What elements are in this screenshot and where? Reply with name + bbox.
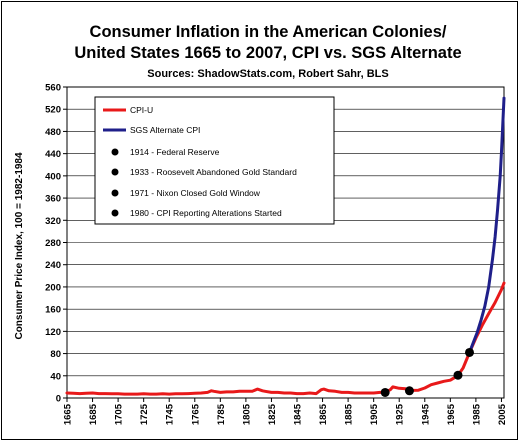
x-tick-label: 2005 [497,403,508,425]
x-tick-label: 1805 [241,403,252,425]
legend-label-1980: 1980 - CPI Reporting Alterations Started [130,208,282,218]
series-layer [65,96,506,396]
x-tick-label: 1905 [369,403,380,425]
y-tick-label: 440 [45,149,61,160]
event-marker-1914 [380,387,390,397]
y-tick-label: 320 [45,216,61,227]
x-tick-label: 1865 [318,403,329,425]
x-tick-label: 1765 [190,403,201,425]
y-axis-label: Consumer Price Index, 100 = 1982-1984 [14,152,25,339]
legend-marker-1914 [111,148,119,156]
legend-marker-1933 [111,168,119,176]
legend-label-1933: 1933 - Roosevelt Abandoned Gold Standard [130,167,297,177]
x-tick-label: 1725 [139,403,150,425]
y-tick-label: 160 [45,305,61,316]
x-axis: 1665 1685 1705 1725 1745 1765 1785 1805 1825 1845… [63,398,508,425]
legend-marker-1971 [111,189,119,197]
y-tick-label: 480 [45,127,61,138]
series-line-cpi-u [65,281,506,396]
chart-title-line2: United States 1665 to 2007, CPI vs. SGS … [74,44,461,62]
y-tick-label: 360 [45,194,61,205]
x-tick-label: 1885 [344,403,355,425]
x-tick-label: 1925 [395,403,406,425]
x-tick-label: 1965 [446,403,457,425]
legend-box [94,96,335,225]
y-tick-label: 520 [45,105,61,116]
series-line-sgs-alternate-cpi [468,96,506,354]
x-tick-label: 1705 [114,403,125,425]
legend-label-sgs: SGS Alternate CPI [130,125,200,135]
event-marker-1933 [404,386,414,396]
y-tick-label: 560 [45,83,61,94]
event-marker-1980 [465,347,474,357]
x-tick-label: 1685 [88,403,99,425]
x-tick-label: 1745 [165,403,176,425]
y-axis: 0 40 80 120 160 200 240 280 320 360 400 440 480 520 56… [45,83,67,405]
legend-label-1971: 1971 - Nixon Closed Gold Window [130,188,261,198]
chart-subtitle: Sources: ShadowStats.com, Robert Sahr, B… [147,68,388,80]
x-tick-label: 1945 [420,403,431,425]
x-tick-label: 1785 [216,403,227,425]
legend-label-1914: 1914 - Federal Reserve [130,147,220,157]
y-tick-label: 240 [45,260,61,271]
x-tick-label: 1985 [471,403,482,425]
y-tick-label: 80 [50,349,61,360]
x-tick-label: 1665 [63,403,74,425]
y-tick-label: 200 [45,282,61,293]
y-tick-label: 120 [45,327,61,338]
y-tick-label: 400 [45,171,61,182]
x-tick-label: 1845 [293,403,304,425]
legend-label-cpi-u: CPI-U [130,105,153,115]
event-markers [380,347,474,397]
y-tick-label: 280 [45,238,61,249]
legend-marker-1980 [111,209,119,217]
event-marker-1971 [453,370,463,380]
x-tick-label: 1825 [267,403,278,425]
y-tick-label: 40 [50,371,61,382]
y-tick-label: 0 [56,394,61,405]
chart-title-line1: Consumer Inflation in the American Colon… [90,23,447,41]
legend: CPI-U SGS Alternate CPI 1914 - Federal R… [94,96,335,225]
